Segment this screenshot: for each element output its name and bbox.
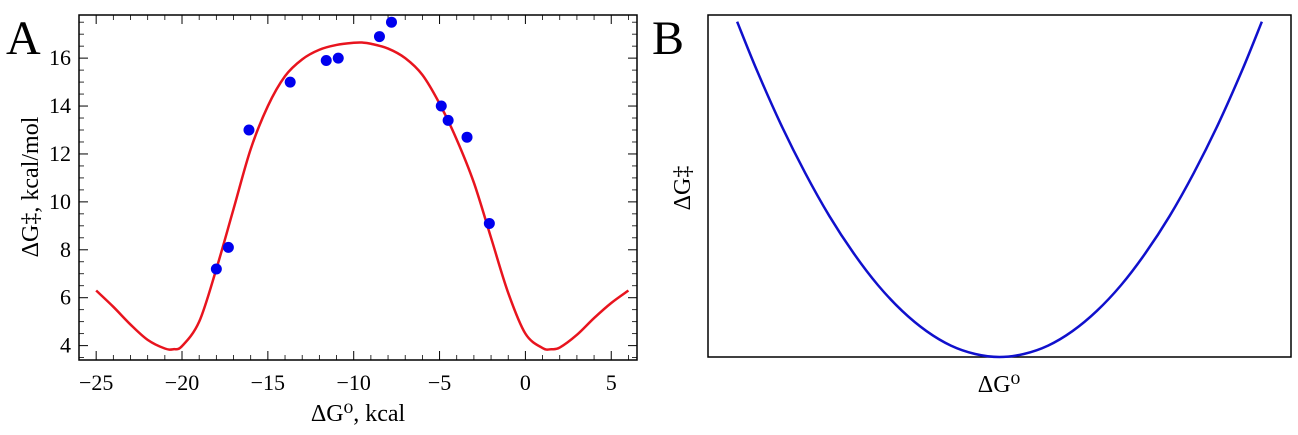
data-point xyxy=(385,16,397,28)
data-point xyxy=(320,55,332,67)
panel-a-ticks xyxy=(78,15,637,360)
y-tick-label: 12 xyxy=(49,141,71,166)
x-tick-label: −5 xyxy=(428,370,451,395)
data-point xyxy=(373,31,385,43)
data-point xyxy=(435,100,447,112)
data-point xyxy=(332,52,344,64)
panel-a-plot-frame xyxy=(78,14,638,361)
panel-a-series xyxy=(95,16,630,351)
panel-b-y-axis-label: ΔG‡ xyxy=(670,166,696,211)
x-tick-label: −20 xyxy=(165,370,199,395)
panel-a-y-tick-labels: 4 6 8 10 12 14 16 xyxy=(49,45,71,358)
panel-b-x-axis-label: ΔG⁰ xyxy=(978,372,1020,398)
x-tick-label: −25 xyxy=(79,370,113,395)
data-point xyxy=(222,241,234,253)
panel-a: A −25 −20 −15 −10 −5 0 5 4 6 8 10 12 14 16 ΔG⁰, kcal… xyxy=(6,12,638,427)
y-tick-label: 10 xyxy=(49,189,71,214)
y-tick-label: 8 xyxy=(60,237,71,262)
y-tick-label: 16 xyxy=(49,45,71,70)
series-line xyxy=(735,21,1264,359)
panel-b-series xyxy=(735,21,1264,359)
y-tick-label: 4 xyxy=(60,333,71,358)
data-point xyxy=(442,114,454,126)
x-tick-label: −10 xyxy=(336,370,370,395)
panel-b: B ΔG⁰ ΔG‡ xyxy=(652,12,1292,398)
panel-b-plot-frame xyxy=(707,14,1292,358)
x-tick-label: 0 xyxy=(520,370,531,395)
data-point xyxy=(461,131,473,143)
x-tick-label: 5 xyxy=(606,370,617,395)
data-point xyxy=(243,124,255,136)
data-point xyxy=(210,263,222,275)
panel-b-label: B xyxy=(652,12,684,65)
panel-a-x-tick-labels: −25 −20 −15 −10 −5 0 5 xyxy=(79,370,617,395)
panel-a-y-axis-label: ΔG‡, kcal/mol xyxy=(18,116,44,257)
panel-a-label: A xyxy=(6,12,41,65)
data-point xyxy=(483,217,495,229)
data-point xyxy=(284,76,296,88)
x-tick-label: −15 xyxy=(251,370,285,395)
series-line xyxy=(95,41,630,351)
panel-a-x-axis-label: ΔG⁰, kcal xyxy=(311,401,406,427)
y-tick-label: 6 xyxy=(60,285,71,310)
y-tick-label: 14 xyxy=(49,93,71,118)
